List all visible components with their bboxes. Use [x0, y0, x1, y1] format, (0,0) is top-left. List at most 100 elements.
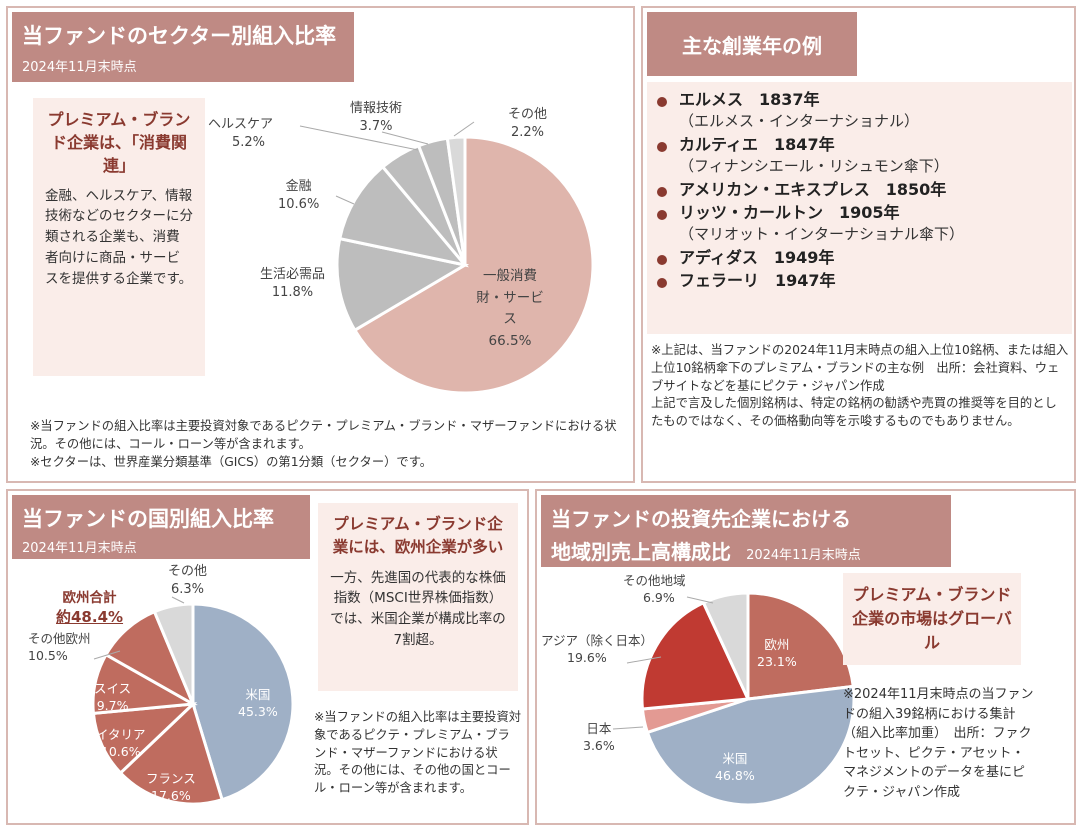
pie-slice-france [118, 701, 224, 806]
founders-panel: 主な創業年の例 エルメス 1837年 （エルメス・インターナショナル） カルティエ … [641, 6, 1076, 483]
label-asia: アジア（除く日本） 19.6% [541, 633, 653, 667]
label-region-other-value: 6.9% [643, 589, 675, 605]
label-other-name: その他 [508, 107, 548, 122]
sector-callout-body: 金融、ヘルスケア、情報技術などのセクターに分類される企業も、消費者向けに商品・サ… [45, 187, 193, 288]
country-callout-title: プレミアム・ブランド企業には、欧州企業が多い [332, 515, 504, 557]
label-italy-name: イタリア [96, 727, 146, 742]
label-finance: 金融 10.6% [278, 178, 319, 213]
label-country-other-value: 6.3% [170, 581, 205, 597]
pie-slice-discretionary [352, 135, 595, 395]
country-date: 2024年11月末時点 [22, 541, 137, 556]
label-region-other: その他地域 6.9% [623, 573, 686, 607]
label-other-europe: その他欧州 10.5% [28, 631, 91, 665]
leader-line [612, 726, 644, 730]
label-staples-name: 生活必需品 [260, 267, 326, 282]
bullet-icon [657, 186, 667, 197]
sector-callout: プレミアム・ブランド企業は、「消費関連」 金融、ヘルスケア、情報技術などのセクタ… [33, 98, 205, 376]
label-staples-value: 11.8% [271, 284, 314, 300]
bullet-icon [657, 255, 667, 265]
label-healthcare-name: ヘルスケア [208, 117, 274, 132]
label-europe-value: 23.1% [757, 653, 797, 669]
label-italy-value: 10.6% [100, 743, 141, 759]
pie-slice-europe [746, 591, 855, 701]
label-europe-total: 欧州合計 約48.4% [56, 589, 123, 627]
sector-note-1: ※当ファンドの組入比率は主要投資対象であるピクテ・プレミアム・ブランド・マザーフ… [30, 419, 617, 451]
label-asia-name: アジア（除く日本） [541, 633, 654, 648]
label-france-name: フランス [146, 771, 196, 786]
leader-line [171, 596, 185, 604]
label-country-other-name: その他 [168, 564, 208, 579]
founder-item: アディダス 1949年 [647, 246, 1072, 269]
region-pie-chart [612, 591, 856, 807]
label-switzerland: スイス 9.7% [94, 681, 131, 715]
region-title-row: 地域別売上高構成比 2024年11月末時点 [551, 536, 941, 565]
label-region-other-name: その他地域 [623, 573, 686, 588]
founders-list: エルメス 1837年 （エルメス・インターナショナル） カルティエ 1847年 （フィ… [647, 82, 1072, 334]
leader-line [299, 125, 419, 151]
label-staples: 生活必需品 11.8% [260, 266, 325, 301]
founder-name: アディダス 1949年 [679, 248, 835, 267]
sector-note-2: ※セクターは、世界産業分類基準（GICS）の第1分類（セクター）です。 [30, 454, 433, 469]
label-japan-name: 日本 [586, 721, 612, 736]
label-region-us-name: 米国 [722, 751, 748, 766]
founder-item: リッツ・カールトン 1905年 （マリオット・インターナショナル傘下） [647, 201, 1072, 246]
leader-line [335, 195, 355, 205]
leader-line [453, 121, 475, 137]
region-callout-title: プレミアム・ブランド企業の市場はグローバル [852, 585, 1012, 652]
label-it-name: 情報技術 [350, 101, 403, 116]
bullet-icon [657, 141, 667, 152]
founder-item: フェラーリ 1947年 [647, 269, 1072, 292]
founder-name: カルティエ 1847年 [679, 134, 835, 154]
label-europe-name: 欧州 [764, 637, 790, 652]
label-europe-total-value: 約48.4% [56, 608, 124, 627]
bullet-icon [657, 97, 667, 107]
label-us: 米国 45.3% [238, 687, 278, 721]
bullet-icon [657, 210, 667, 221]
region-date: 2024年11月末時点 [746, 548, 861, 563]
label-other-europe-value: 10.5% [28, 647, 68, 663]
sector-title: 当ファンドのセクター別組入比率 [22, 24, 337, 48]
country-pie-chart [91, 596, 295, 806]
leader-line [626, 656, 662, 664]
label-finance-name: 金融 [285, 179, 312, 194]
sector-header: 当ファンドのセクター別組入比率 2024年11月末時点 [12, 12, 354, 82]
label-discretionary-name: 一般消費財・サービス [476, 268, 544, 328]
pie-slice-other [445, 135, 467, 266]
region-header: 当ファンドの投資先企業における 地域別売上高構成比 2024年11月末時点 [541, 495, 951, 567]
pie-slice-other [701, 591, 750, 700]
founder-parent: （フィナンシエール・リシュモン傘下） [679, 157, 949, 176]
label-healthcare: ヘルスケア 5.2% [208, 116, 273, 151]
country-panel: 当ファンドの国別組入比率 2024年11月末時点 欧州合計 約48.4% その他… [6, 489, 529, 825]
region-panel: 当ファンドの投資先企業における 地域別売上高構成比 2024年11月末時点 その… [535, 489, 1076, 825]
label-finance-value: 10.6% [278, 196, 320, 212]
label-it: 情報技術 3.7% [350, 100, 402, 135]
label-region-us-value: 46.8% [715, 767, 755, 783]
country-title: 当ファンドの国別組入比率 [22, 507, 274, 531]
country-note: ※当ファンドの組入比率は主要投資対象であるピクテ・プレミアム・ブランド・マザーフ… [314, 710, 522, 796]
founder-parent: （エルメス・インターナショナル） [679, 112, 920, 131]
label-japan: 日本 3.6% [583, 721, 615, 755]
label-discretionary: 一般消費財・サービス 66.5% [470, 266, 550, 352]
founders-title: 主な創業年の例 [682, 34, 822, 58]
leader-line [686, 596, 714, 604]
founders-header: 主な創業年の例 [647, 12, 857, 76]
label-france: フランス 17.6% [146, 771, 196, 805]
label-us-value: 45.3% [238, 703, 278, 719]
founder-name: アメリカン・エキスプレス 1850年 [679, 179, 947, 199]
label-other-europe-name: その他欧州 [28, 631, 91, 646]
label-healthcare-value: 5.2% [232, 134, 266, 150]
sector-panel: 当ファンドのセクター別組入比率 2024年11月末時点 プレミアム・ブランド企業… [6, 6, 635, 483]
label-country-other: その他 6.3% [168, 563, 207, 598]
founder-name: エルメス 1837年 [679, 90, 820, 109]
pie-slice-asia [640, 600, 751, 711]
founder-item: エルメス 1837年 （エルメス・インターナショナル） [647, 88, 1072, 133]
label-switzerland-value: 9.7% [96, 697, 129, 713]
label-it-value: 3.7% [359, 118, 393, 134]
founders-notes: ※上記は、当ファンドの2024年11月末時点の組入上位10銘柄、または組入上位1… [651, 343, 1069, 429]
pie-slice-other [152, 602, 195, 705]
leader-line [381, 131, 429, 145]
label-us-name: 米国 [245, 687, 271, 702]
founder-name: フェラーリ 1947年 [679, 271, 836, 291]
sector-date: 2024年11月末時点 [22, 60, 137, 75]
label-europe: 欧州 23.1% [757, 637, 797, 671]
